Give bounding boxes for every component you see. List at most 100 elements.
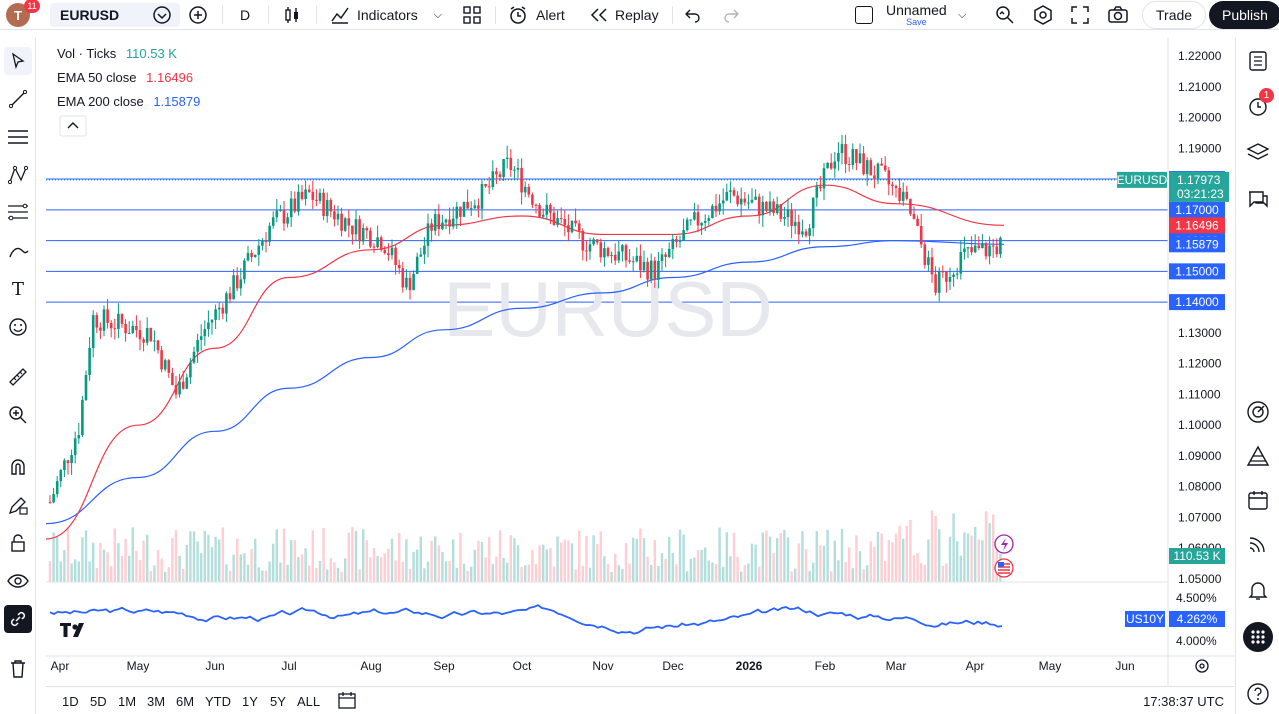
price-tick-label: 1.07000	[1178, 510, 1222, 524]
candle	[466, 189, 469, 209]
target-icon[interactable]	[1244, 398, 1272, 426]
ruler-icon[interactable]	[4, 363, 32, 391]
price-tick-label: 1.21000	[1178, 80, 1222, 94]
candle	[995, 238, 999, 258]
watchlist-icon[interactable]	[1244, 47, 1272, 75]
bell-icon[interactable]	[1244, 576, 1272, 604]
volume-bar	[880, 533, 883, 582]
volume-bar	[927, 539, 930, 582]
range-3m-button[interactable]: 3M	[147, 694, 166, 709]
compare-symbol-icon[interactable]	[152, 0, 172, 30]
price-axis[interactable]: 1.22000 1.21000 1.20000 1.19000 1.13000 1.120…	[1117, 49, 1229, 648]
volume-bar	[552, 566, 556, 582]
candle	[397, 259, 401, 274]
price-chart[interactable]: EURUSD 1.22000 1.21000 1.20000 1.19000 1.130…	[46, 38, 1234, 686]
replay-button[interactable]: Replay	[590, 0, 659, 30]
level-price-label: 1.15000	[1175, 264, 1219, 278]
candles-icon[interactable]	[282, 0, 302, 30]
goto-date-icon[interactable]	[338, 691, 356, 712]
apps-grid-icon[interactable]	[1243, 622, 1273, 652]
magnet-icon[interactable]	[4, 453, 32, 481]
interval-button[interactable]: D	[240, 7, 251, 23]
cursor-icon[interactable]	[4, 47, 32, 75]
volume-bar	[516, 545, 520, 582]
ema200-legend[interactable]: EMA 200 close 1.15879	[57, 94, 200, 109]
clock[interactable]: 17:38:37 UTC	[1143, 694, 1224, 709]
lightning-event-icon[interactable]	[994, 534, 1014, 554]
pyramid-icon[interactable]	[1244, 442, 1272, 470]
candle-body	[401, 268, 405, 288]
candle-body	[430, 223, 433, 231]
timezone-settings-icon[interactable]	[1195, 659, 1209, 673]
camera-icon[interactable]	[1107, 0, 1129, 30]
horizontal-lines-icon[interactable]	[4, 123, 32, 151]
fib-retracement-icon[interactable]	[4, 199, 32, 227]
candle	[675, 235, 678, 248]
chat-icon[interactable]	[1244, 186, 1272, 214]
volume-legend[interactable]: Vol · Ticks 110.53 K	[57, 46, 177, 61]
alert-button[interactable]: Alert	[508, 0, 565, 30]
emoji-icon[interactable]	[4, 313, 32, 341]
add-symbol-icon[interactable]	[188, 0, 208, 30]
publish-button[interactable]: Publish	[1209, 1, 1279, 29]
us-flag-event-icon[interactable]	[994, 558, 1014, 578]
candle	[419, 247, 423, 257]
broadcast-icon[interactable]	[1244, 530, 1272, 558]
indicators-button[interactable]: Indicators ⌵	[330, 0, 442, 30]
lock-icon[interactable]	[4, 529, 32, 557]
candle	[189, 357, 192, 385]
calendar-icon[interactable]	[1244, 486, 1272, 514]
candle-body	[235, 275, 239, 289]
candle	[689, 219, 693, 226]
candle	[973, 234, 977, 254]
range-5y-button[interactable]: 5Y	[270, 694, 286, 709]
save-label[interactable]: Save	[906, 16, 927, 27]
layers-icon[interactable]	[1244, 138, 1272, 166]
pitchfork-icon[interactable]	[4, 161, 32, 189]
volume-bar	[92, 542, 95, 582]
trade-button[interactable]: Trade	[1142, 1, 1207, 29]
templates-icon[interactable]	[462, 0, 482, 30]
undo-icon[interactable]	[684, 0, 702, 30]
volume-bar	[365, 540, 368, 582]
layout-checkbox-icon[interactable]	[855, 0, 873, 30]
ema50-legend[interactable]: EMA 50 close 1.16496	[57, 70, 193, 85]
redo-icon[interactable]	[722, 0, 740, 30]
alerts-clock-icon[interactable]: 1	[1244, 88, 1274, 120]
volume-bar	[959, 555, 962, 582]
settings-gear-icon[interactable]	[1032, 0, 1054, 30]
quick-search-icon[interactable]	[994, 0, 1016, 30]
text-tool-icon[interactable]: T	[11, 278, 24, 300]
ema200-label: EMA 200 close	[57, 94, 144, 109]
range-1d-button[interactable]: 1D	[62, 694, 79, 709]
range-all-button[interactable]: ALL	[297, 694, 321, 709]
candle	[955, 267, 959, 280]
candle-body	[570, 220, 574, 233]
range-1y-button[interactable]: 1Y	[242, 694, 258, 709]
collapse-legend-button[interactable]	[59, 115, 87, 137]
pencil-lock-icon[interactable]	[4, 491, 32, 519]
chevron-down-icon[interactable]: ⌵	[433, 8, 443, 21]
avatar[interactable]: T 11	[6, 0, 40, 30]
eye-icon[interactable]	[4, 567, 32, 595]
help-icon[interactable]	[1244, 680, 1272, 708]
candle-body	[808, 228, 811, 236]
candle-body	[498, 174, 502, 178]
trend-line-icon[interactable]	[4, 85, 32, 113]
zoom-in-icon[interactable]	[4, 401, 32, 429]
range-ytd-button[interactable]: YTD	[205, 694, 231, 709]
layout-name-button[interactable]: Unnamed Save	[886, 0, 947, 30]
range-6m-button[interactable]: 6M	[176, 694, 195, 709]
volume-bar	[56, 536, 59, 582]
layout-chevron-down-icon[interactable]: ⌵	[958, 8, 967, 21]
brush-icon[interactable]	[4, 237, 32, 265]
volume-bar	[945, 563, 948, 582]
candle-body	[495, 171, 498, 175]
fullscreen-icon[interactable]	[1070, 0, 1090, 30]
link-icon[interactable]	[4, 605, 32, 633]
candle	[361, 223, 365, 245]
range-5d-button[interactable]: 5D	[90, 694, 107, 709]
range-1m-button[interactable]: 1M	[118, 694, 137, 709]
time-axis[interactable]: Apr May Jun Jul Aug Sep Oct Nov Dec 2026 Feb Mar Apr…	[51, 659, 1135, 673]
trash-icon[interactable]	[4, 655, 32, 683]
